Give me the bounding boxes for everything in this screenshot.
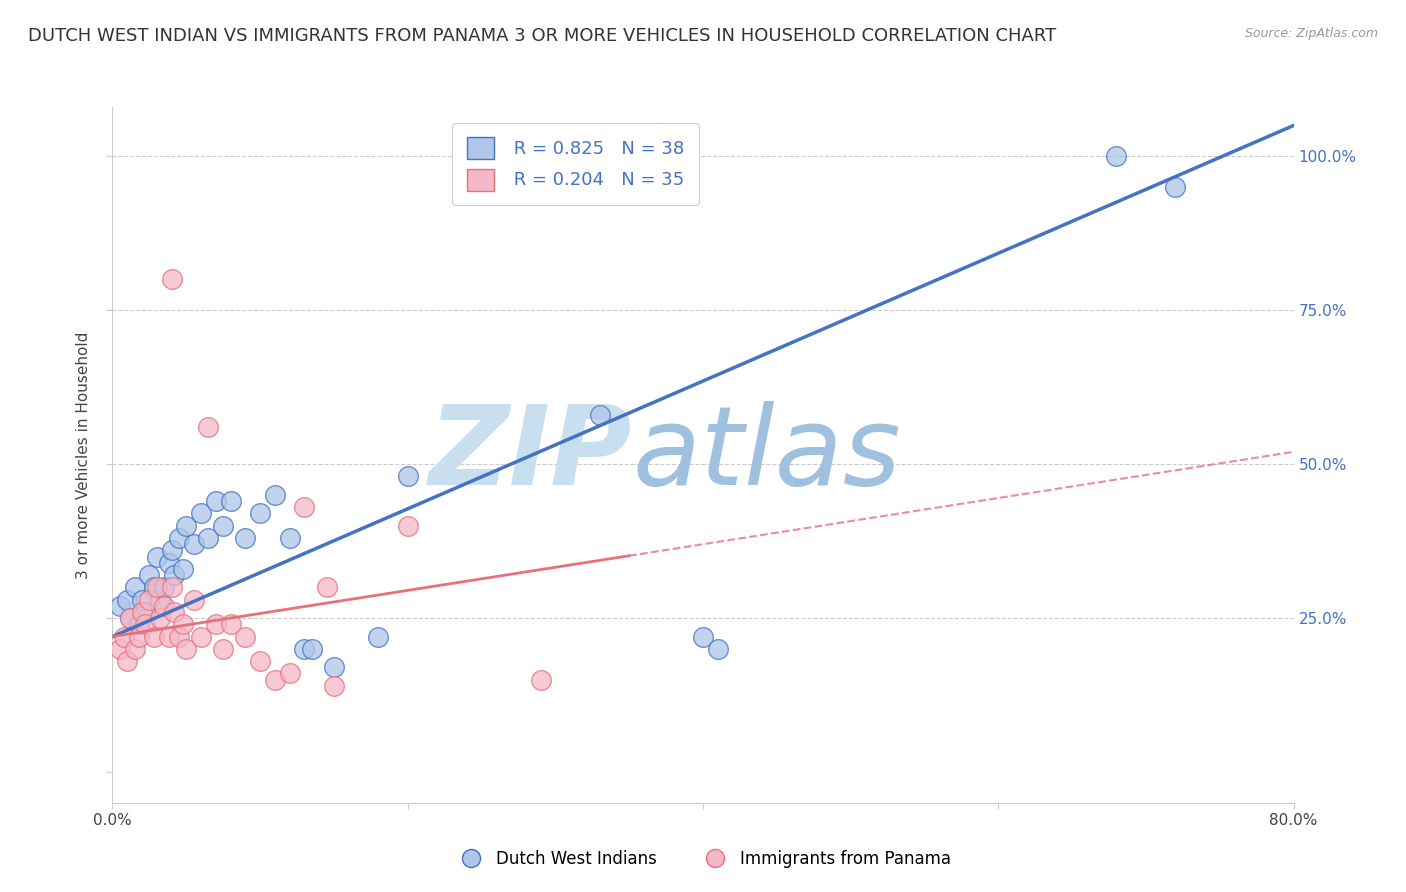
Point	[588, 408, 610, 422]
Point	[120, 611, 142, 625]
Point	[249, 654, 271, 668]
Point	[706, 641, 728, 656]
Text: ZIP: ZIP	[429, 401, 633, 508]
Point	[219, 617, 242, 632]
Point	[146, 580, 169, 594]
Point	[157, 556, 180, 570]
Point	[163, 568, 186, 582]
Point	[157, 630, 180, 644]
Point	[167, 531, 190, 545]
Point	[108, 599, 131, 613]
Point	[131, 592, 153, 607]
Point	[163, 605, 186, 619]
Point	[323, 679, 346, 693]
Legend: Dutch West Indians, Immigrants from Panama: Dutch West Indians, Immigrants from Pana…	[449, 844, 957, 875]
Point	[264, 673, 287, 687]
Point	[124, 641, 146, 656]
Point	[131, 605, 153, 619]
Point	[367, 630, 389, 644]
Text: DUTCH WEST INDIAN VS IMMIGRANTS FROM PANAMA 3 OR MORE VEHICLES IN HOUSEHOLD CORR: DUTCH WEST INDIAN VS IMMIGRANTS FROM PAN…	[28, 27, 1056, 45]
Point	[112, 630, 135, 644]
Point	[174, 641, 197, 656]
Point	[183, 592, 205, 607]
Point	[278, 666, 301, 681]
Point	[108, 641, 131, 656]
Point	[167, 630, 190, 644]
Point	[233, 531, 256, 545]
Legend:  R = 0.825   N = 38,  R = 0.204   N = 35: R = 0.825 N = 38, R = 0.204 N = 35	[453, 123, 699, 205]
Point	[212, 518, 235, 533]
Point	[160, 272, 183, 286]
Point	[264, 488, 287, 502]
Point	[301, 641, 323, 656]
Point	[197, 420, 219, 434]
Point	[128, 630, 150, 644]
Point	[190, 507, 212, 521]
Point	[183, 537, 205, 551]
Point	[117, 654, 138, 668]
Text: Source: ZipAtlas.com: Source: ZipAtlas.com	[1244, 27, 1378, 40]
Point	[249, 507, 271, 521]
Point	[292, 641, 315, 656]
Point	[138, 568, 160, 582]
Point	[153, 580, 176, 594]
Point	[128, 617, 150, 632]
Point	[146, 549, 169, 564]
Point	[124, 580, 146, 594]
Point	[120, 611, 142, 625]
Point	[233, 630, 256, 644]
Point	[149, 592, 172, 607]
Point	[134, 605, 156, 619]
Point	[149, 611, 172, 625]
Point	[396, 469, 419, 483]
Point	[205, 494, 228, 508]
Point	[278, 531, 301, 545]
Point	[160, 580, 183, 594]
Text: atlas: atlas	[633, 401, 901, 508]
Point	[190, 630, 212, 644]
Point	[692, 630, 714, 644]
Point	[142, 580, 165, 594]
Point	[160, 543, 183, 558]
Point	[219, 494, 242, 508]
Point	[315, 580, 337, 594]
Point	[1164, 180, 1187, 194]
Point	[197, 531, 219, 545]
Point	[138, 592, 160, 607]
Point	[396, 518, 419, 533]
Point	[1105, 149, 1128, 163]
Point	[117, 592, 138, 607]
Point	[172, 562, 194, 576]
Point	[205, 617, 228, 632]
Point	[529, 673, 551, 687]
Point	[134, 617, 156, 632]
Y-axis label: 3 or more Vehicles in Household: 3 or more Vehicles in Household	[76, 331, 91, 579]
Point	[142, 630, 165, 644]
Point	[172, 617, 194, 632]
Point	[292, 500, 315, 515]
Point	[153, 599, 176, 613]
Point	[323, 660, 346, 674]
Point	[212, 641, 235, 656]
Point	[174, 518, 197, 533]
